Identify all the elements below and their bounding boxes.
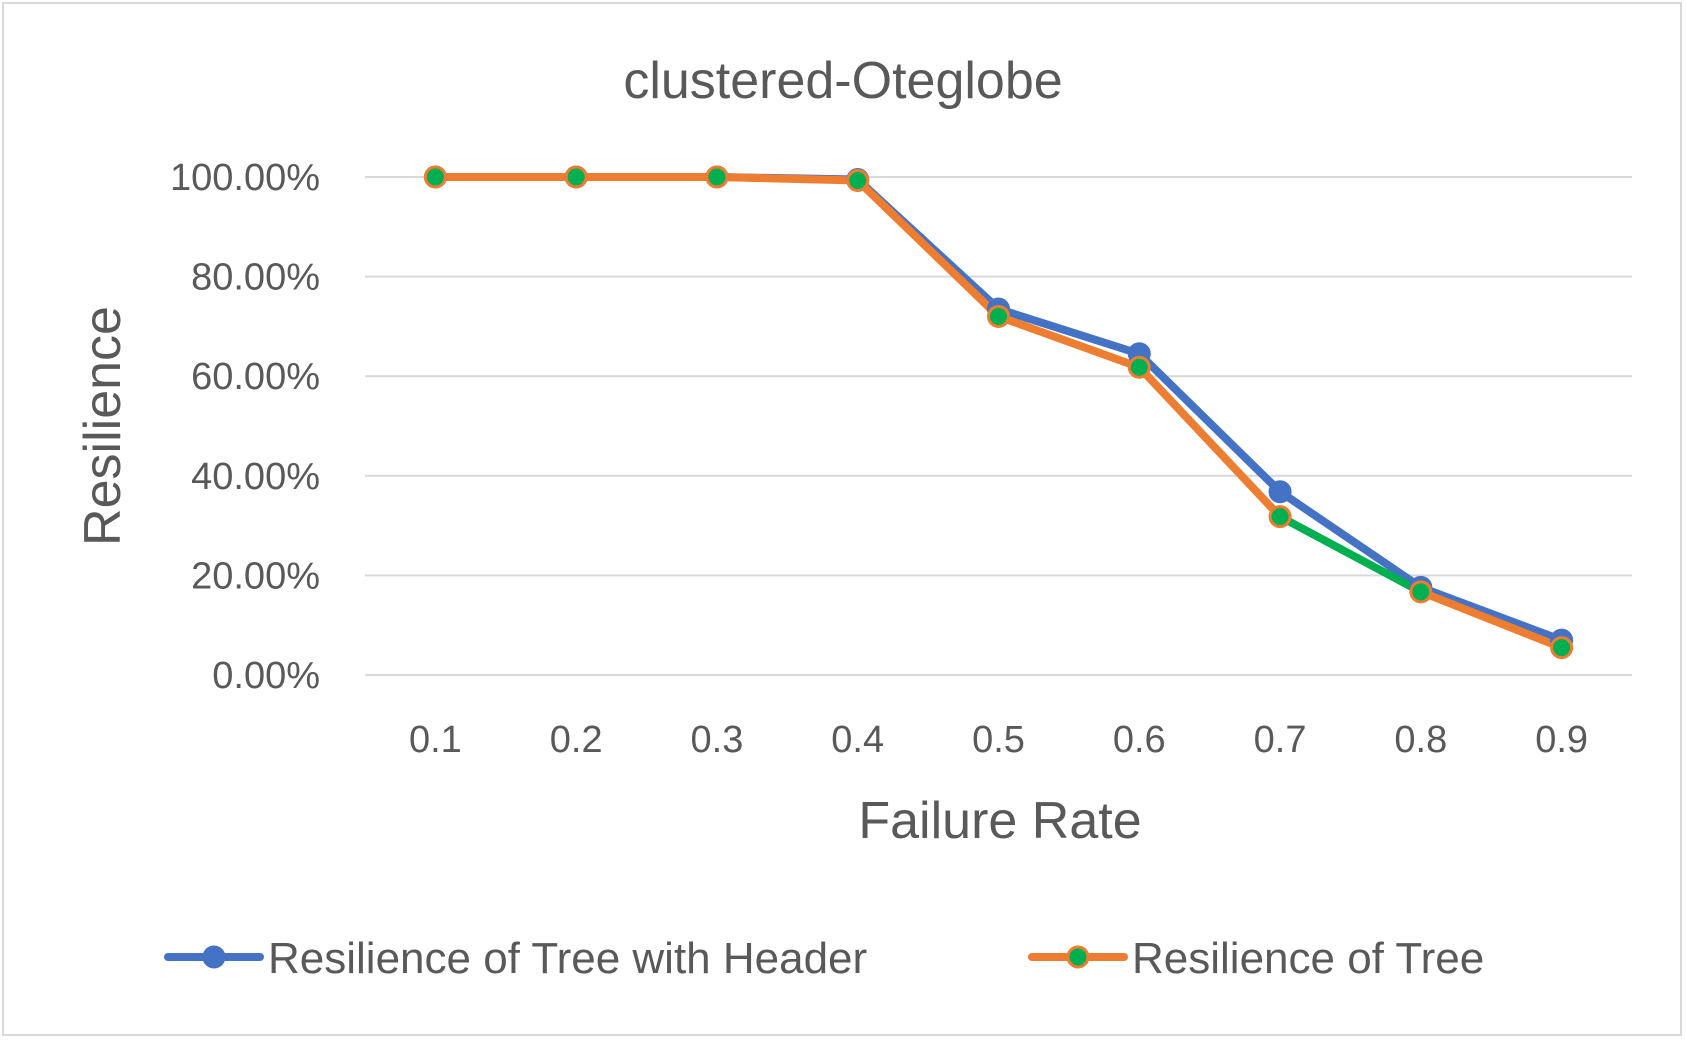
y-tick-label: 100.00% — [170, 157, 320, 199]
y-tick-label: 0.00% — [212, 655, 320, 697]
series-1-segment — [994, 304, 1144, 358]
series-2-point — [705, 165, 729, 189]
x-tick-label: 0.9 — [1535, 719, 1588, 761]
series-2-point — [1550, 636, 1574, 660]
series-2-segment — [1416, 587, 1566, 652]
y-tick-label: 40.00% — [191, 456, 320, 498]
x-tick-label: 0.1 — [409, 719, 462, 761]
x-axis-ticks: 0.1 0.2 0.3 0.4 0.5 0.6 0.7 0.8 0.9 — [409, 719, 1588, 761]
legend: Resilience of Tree with Header Resilience… — [164, 934, 1484, 983]
series-1-segment — [1135, 349, 1285, 496]
series-2-segment — [1135, 363, 1285, 521]
y-tick-label: 20.00% — [191, 555, 320, 597]
series-2-point — [846, 168, 870, 192]
legend-swatch-marker — [1066, 945, 1090, 969]
y-tick-label: 80.00% — [191, 257, 320, 299]
series-markers — [423, 165, 1574, 660]
series-lines — [431, 173, 1566, 652]
x-tick-label: 0.8 — [1394, 719, 1447, 761]
x-tick-label: 0.3 — [691, 719, 744, 761]
legend-swatch-marker — [202, 945, 226, 969]
y-axis-title: Resilience — [74, 306, 132, 546]
x-axis-title: Failure Rate — [858, 792, 1141, 850]
x-tick-label: 0.4 — [831, 719, 884, 761]
series-2-segment — [1276, 512, 1425, 596]
series-2-point — [564, 165, 588, 189]
series-2-point — [423, 165, 447, 189]
legend-label: Resilience of Tree with Header — [268, 934, 867, 983]
series-2-segment — [994, 312, 1144, 372]
series-2-point — [1409, 580, 1433, 604]
gridlines — [365, 176, 1632, 676]
series-2-segment — [853, 176, 1003, 321]
x-tick-label: 0.5 — [972, 719, 1025, 761]
x-tick-label: 0.6 — [1113, 719, 1166, 761]
series-1-segment — [1276, 487, 1425, 592]
series-2-point — [1268, 505, 1292, 529]
series-2-segment — [712, 173, 862, 185]
series-1-segment — [1416, 583, 1566, 645]
series-2-point — [987, 304, 1010, 328]
series-2-point — [1127, 355, 1151, 379]
series-1-point — [1268, 480, 1292, 504]
y-tick-label: 60.00% — [191, 356, 320, 398]
y-axis-ticks: 0.00% 20.00% 40.00% 60.00% 80.00% 100.00% — [170, 157, 320, 697]
chart-title: clustered-Oteglobe — [623, 52, 1062, 110]
x-tick-label: 0.2 — [550, 719, 603, 761]
x-tick-label: 0.7 — [1254, 719, 1307, 761]
legend-label: Resilience of Tree — [1132, 934, 1484, 983]
